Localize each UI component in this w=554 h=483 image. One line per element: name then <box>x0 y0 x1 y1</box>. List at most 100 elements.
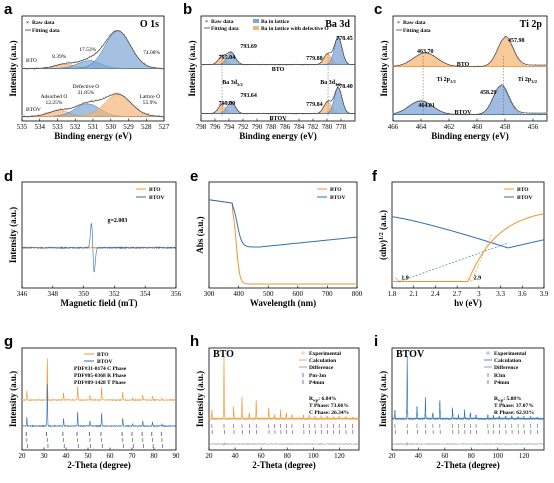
x-tick-label: 460 <box>472 123 483 131</box>
x-tick-label: 533 <box>52 123 63 131</box>
x-tick-label: 20 <box>389 452 397 460</box>
x-tick-label: 3.9 <box>540 290 549 298</box>
bto-pct-3: 74.08% <box>143 50 160 56</box>
bto-peak-label: 463.70 <box>417 49 434 55</box>
x-axis-label: hν (eV) <box>454 298 482 308</box>
label-main: Ba 3d <box>222 80 238 86</box>
x-tick-label: 784 <box>294 123 305 131</box>
btov-line <box>21 223 177 273</box>
bandgap-label: 1.9 <box>401 276 409 282</box>
x-tick-label: 3.6 <box>518 290 527 298</box>
y-axis-label-sup: 1/2 <box>379 232 385 240</box>
x-tick-label: 527 <box>159 123 170 131</box>
legend-btov-label: BTOV <box>97 359 113 365</box>
bto-raw-point <box>74 60 76 63</box>
bto-peak-label: 457.98 <box>508 38 525 44</box>
legend-bto-label: BTO <box>330 187 342 193</box>
sample-label: BTOV <box>396 349 425 360</box>
phase-fraction-label: T Phase: 37.07% <box>494 403 534 409</box>
rwp-r: R <box>309 396 314 402</box>
x-tick-label: 458 <box>500 123 511 131</box>
legend-lattice-label: Ba in lattice <box>261 19 290 25</box>
bto-label: BTO <box>457 62 470 68</box>
legend-raw-marker: × <box>205 19 208 25</box>
btov-raw-point <box>66 109 68 111</box>
plot-frame <box>391 347 545 451</box>
x-tick-label: 80 <box>284 452 292 460</box>
panel-letter-a: a <box>4 1 13 18</box>
x-tick-label: 600 <box>293 290 304 298</box>
label-sub: 5/2 <box>237 82 244 87</box>
bto-fit-line <box>392 35 547 67</box>
bto-raw-point <box>88 55 91 57</box>
x-tick-label: 60 <box>258 452 266 460</box>
y-axis-label-tail: (a.u.) <box>378 210 388 232</box>
x-tick-label: 530 <box>106 123 117 131</box>
legend-raw-marker: × <box>26 20 29 26</box>
btov-lat-pct: 55.9% <box>143 100 158 106</box>
btov-fit-line <box>392 83 547 115</box>
x-tick-label: 2.1 <box>409 290 418 298</box>
btov-raw-point <box>23 114 25 117</box>
btov-def-pct: 31.85% <box>77 90 94 96</box>
x-tick-label: 796 <box>210 123 221 131</box>
bandgap-pointer <box>467 277 472 282</box>
x-tick-label: 120 <box>519 452 530 460</box>
rwp-label: Rwp: 5.88% <box>494 396 522 403</box>
bandgap-label: 2.9 <box>474 276 482 282</box>
btov-raw-point <box>147 113 150 115</box>
plot-frame <box>391 181 545 289</box>
x-tick-label: 788 <box>266 123 277 131</box>
btov-peak-label: 458.29 <box>480 90 497 96</box>
x-tick-label: 700 <box>322 290 333 298</box>
x-tick-label: 70 <box>129 452 137 460</box>
x-tick-label: 792 <box>238 123 249 131</box>
bandgap-pointer <box>395 277 400 282</box>
x-tick-label: 354 <box>140 290 151 298</box>
x-tick-label: 778 <box>336 123 347 131</box>
x-axis-label: Binding energy (eV) <box>431 131 509 141</box>
bto-peak-label: 779.88 <box>306 56 323 62</box>
panel-letter-g: g <box>4 333 13 350</box>
x-tick-label: 3 <box>477 290 481 298</box>
btov-raw-point <box>45 111 48 114</box>
btov-def-name: Defective O <box>73 83 100 90</box>
legend-phase-label: P4mm <box>494 380 510 386</box>
panel-title: O 1s <box>140 19 159 30</box>
panel-e: 300 400 500 600 700 800 Wavelength (nm) Abs (a.… <box>195 181 363 308</box>
x-tick-label: 30 <box>41 452 49 460</box>
panel-letter-e: e <box>190 168 198 185</box>
panel-c: 466 464 462 460 458 456 Binding energy (eV) Int… <box>379 15 548 141</box>
label-sub: 3/2 <box>531 79 538 84</box>
x-tick-label: 352 <box>109 290 120 298</box>
y-axis-label: Intensity (a.u.) <box>378 371 388 427</box>
x-tick-label: 80 <box>151 452 159 460</box>
bto-fit-line <box>201 36 355 65</box>
panel-title: Ti 2p <box>520 19 543 30</box>
legend-phase-label: Pm-3m <box>309 373 327 379</box>
reference-label: PDF#31-0174 C Phase <box>74 366 127 372</box>
btov-tangent <box>399 242 508 282</box>
panel-letter-f: f <box>372 168 378 185</box>
y-axis-label: Intensity (a.u.) <box>195 371 205 427</box>
legend-defect-label: Ba in lattice with defective O <box>261 26 329 32</box>
btov-peak-label: 779.84 <box>306 102 323 108</box>
panel-letter-h: h <box>190 333 199 350</box>
y-axis-label-main: (αhν) <box>378 240 388 260</box>
panel-letter-d: d <box>4 168 13 185</box>
bto-raw-point <box>68 61 70 63</box>
legend-bto-label: BTO <box>517 187 529 193</box>
legend-experimental-label: Experimental <box>309 351 342 357</box>
btov-fit-line <box>21 93 165 117</box>
btov-peak-label: 778.40 <box>336 84 353 90</box>
x-tick-label: 798 <box>196 123 207 131</box>
x-tick-label: 60 <box>441 452 449 460</box>
calculation-line <box>392 356 544 420</box>
bto-fit-line <box>22 30 165 69</box>
legend-lattice-swatch <box>253 19 259 23</box>
x-tick-label: 2.7 <box>453 290 462 298</box>
plot-frame <box>21 181 177 289</box>
x-tick-label: 466 <box>388 123 399 131</box>
phase-fraction-label: R Phase: 62.93% <box>494 410 534 416</box>
